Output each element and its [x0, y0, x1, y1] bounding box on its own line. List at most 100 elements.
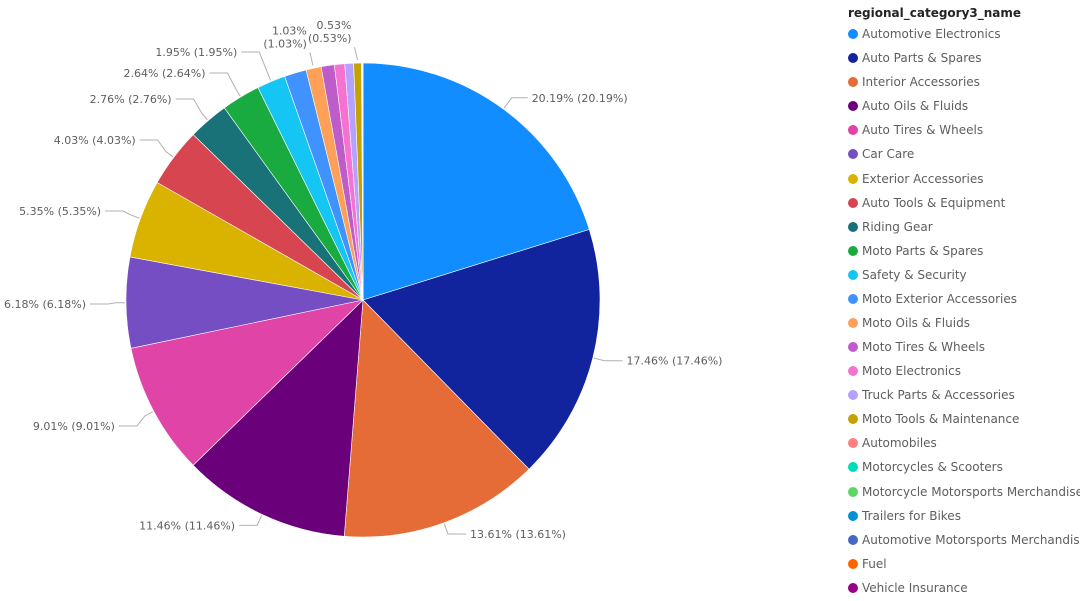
- leader-line-moto-tools-and-maintenance: [354, 46, 358, 61]
- legend-label: Car Care: [862, 147, 915, 162]
- legend-marker-icon: [848, 269, 858, 280]
- legend-marker-icon: [848, 366, 858, 377]
- legend-item-auto-tools-and-equipment[interactable]: Auto Tools & Equipment: [848, 191, 1080, 215]
- data-label-auto-tires-and-wheels: 9.01% (9.01%): [33, 420, 115, 433]
- legend-label: Auto Parts & Spares: [862, 51, 982, 66]
- legend-item-auto-parts-and-spares[interactable]: Auto Parts & Spares: [848, 46, 1080, 70]
- legend-marker-icon: [848, 149, 858, 160]
- legend-label: Motorcycles & Scooters: [862, 460, 1003, 475]
- legend-item-riding-gear[interactable]: Riding Gear: [848, 215, 1080, 239]
- legend-marker-icon: [848, 173, 858, 184]
- legend-item-motorcycle-motorsports-merchandise[interactable]: Motorcycle Motorsports Merchandise: [848, 479, 1080, 503]
- legend-label: Auto Tools & Equipment: [862, 195, 1006, 210]
- legend-item-moto-parts-and-spares[interactable]: Moto Parts & Spares: [848, 239, 1080, 263]
- leader-line-auto-oils-and-fluids: [239, 515, 263, 526]
- leader-line-auto-tools-and-equipment: [139, 139, 174, 158]
- legend-item-moto-electronics[interactable]: Moto Electronics: [848, 359, 1080, 383]
- legend-label: Safety & Security: [862, 267, 967, 282]
- legend-item-trailers-for-bikes[interactable]: Trailers for Bikes: [848, 504, 1080, 528]
- legend-marker-icon: [848, 197, 858, 208]
- legend-label: Trailers for Bikes: [862, 508, 961, 523]
- legend-label: Moto Electronics: [862, 364, 961, 379]
- slice-automotive-electronics[interactable]: [362, 62, 590, 301]
- data-label-auto-tools-and-equipment: 4.03% (4.03%): [54, 134, 136, 147]
- legend-marker-icon: [848, 221, 858, 232]
- legend-marker-icon: [848, 486, 858, 497]
- legend-label: Auto Oils & Fluids: [862, 99, 969, 114]
- legend-item-automotive-electronics[interactable]: Automotive Electronics: [848, 22, 1080, 46]
- legend-label: Moto Exterior Accessories: [862, 291, 1018, 306]
- leader-line-car-care: [90, 302, 126, 305]
- leader-line-interior-accessories: [443, 523, 466, 535]
- legend-item-automotive-motorsports-merchandise[interactable]: Automotive Motorsports Merchandise: [848, 528, 1080, 552]
- data-label-auto-oils-and-fluids: 11.46% (11.46%): [139, 519, 235, 532]
- legend-label: Riding Gear: [862, 219, 933, 234]
- legend-item-auto-tires-and-wheels[interactable]: Auto Tires & Wheels: [848, 118, 1080, 142]
- legend-marker-icon: [848, 414, 858, 425]
- data-label-interior-accessories: 13.61% (13.61%): [470, 528, 566, 541]
- legend-marker-icon: [848, 245, 858, 256]
- legend-label: Vehicle Insurance: [862, 580, 968, 595]
- legend-items: Automotive Electronics Auto Parts & Spare…: [848, 22, 1080, 600]
- legend-item-safety-and-security[interactable]: Safety & Security: [848, 263, 1080, 287]
- legend-label: Exterior Accessories: [862, 171, 984, 186]
- slice-interior-accessories[interactable]: [343, 299, 530, 538]
- leader-line-riding-gear: [175, 98, 208, 121]
- legend-item-moto-tires-and-wheels[interactable]: Moto Tires & Wheels: [848, 335, 1080, 359]
- legend-label: Automotive Electronics: [862, 27, 1001, 42]
- legend-marker-icon: [848, 101, 858, 112]
- legend-label: Automobiles: [862, 436, 937, 451]
- leader-line-auto-parts-and-spares: [593, 357, 623, 362]
- legend-label: Auto Tires & Wheels: [862, 123, 984, 138]
- leader-line-exterior-accessories: [105, 210, 140, 219]
- legend-label: Fuel: [862, 556, 887, 571]
- data-label-moto-oils-and-fluids: 1.03% (1.03%): [263, 24, 307, 50]
- legend-marker-icon: [848, 390, 858, 401]
- legend-item-truck-parts-and-accessories[interactable]: Truck Parts & Accessories: [848, 383, 1080, 407]
- legend-marker-icon: [848, 510, 858, 521]
- data-label-automotive-electronics: 20.19% (20.19%): [532, 92, 628, 105]
- legend-marker-icon: [848, 558, 858, 569]
- data-label-car-care: 6.18% (6.18%): [4, 298, 86, 311]
- slice-auto-parts-and-spares[interactable]: [362, 229, 601, 470]
- legend-marker-icon: [848, 582, 858, 593]
- data-label-moto-parts-and-spares: 2.64% (2.64%): [124, 67, 206, 80]
- pie-chart: 20.19% (20.19%) 17.46% (17.46%) 13.61% (13…: [4, 19, 723, 541]
- legend-label: Interior Accessories: [862, 75, 980, 90]
- legend-marker-icon: [848, 342, 858, 353]
- legend-item-moto-exterior-accessories[interactable]: Moto Exterior Accessories: [848, 287, 1080, 311]
- legend-item-motorcycles-and-scooters[interactable]: Motorcycles & Scooters: [848, 455, 1080, 479]
- data-label-moto-tools-and-maintenance: 0.53% (0.53%): [308, 19, 352, 45]
- legend-label: Automotive Motorsports Merchandise: [862, 532, 1080, 547]
- legend-label: Moto Parts & Spares: [862, 243, 984, 258]
- leader-line-safety-and-security: [241, 51, 272, 81]
- legend-item-automobiles[interactable]: Automobiles: [848, 431, 1080, 455]
- legend-marker-icon: [848, 534, 858, 545]
- legend-item-auto-oils-and-fluids[interactable]: Auto Oils & Fluids: [848, 94, 1080, 118]
- legend-item-car-care[interactable]: Car Care: [848, 142, 1080, 166]
- pie-chart-svg: 20.19% (20.19%) 17.46% (17.46%) 13.61% (13…: [4, 19, 723, 541]
- slice-auto-oils-and-fluids[interactable]: [192, 299, 364, 537]
- legend-item-moto-oils-and-fluids[interactable]: Moto Oils & Fluids: [848, 311, 1080, 335]
- data-label-exterior-accessories: 5.35% (5.35%): [19, 205, 101, 218]
- legend-marker-icon: [848, 317, 858, 328]
- legend-marker-icon: [848, 53, 858, 64]
- slice-auto-tires-and-wheels[interactable]: [130, 299, 364, 466]
- legend-item-moto-tools-and-maintenance[interactable]: Moto Tools & Maintenance: [848, 407, 1080, 431]
- legend-marker-icon: [848, 438, 858, 449]
- legend-item-fuel[interactable]: Fuel: [848, 552, 1080, 576]
- legend-marker-icon: [848, 29, 858, 40]
- legend-title: regional_category3_name: [848, 6, 1022, 20]
- legend-item-interior-accessories[interactable]: Interior Accessories: [848, 70, 1080, 94]
- legend-label: Moto Tires & Wheels: [862, 340, 985, 355]
- legend-label: Moto Oils & Fluids: [862, 315, 970, 330]
- legend-item-exterior-accessories[interactable]: Exterior Accessories: [848, 166, 1080, 190]
- legend-marker-icon: [848, 293, 858, 304]
- leader-line-automotive-electronics: [503, 97, 528, 109]
- data-label-auto-parts-and-spares: 17.46% (17.46%): [627, 355, 723, 368]
- legend-label: Moto Tools & Maintenance: [862, 412, 1020, 427]
- legend-marker-icon: [848, 462, 858, 473]
- legend-item-vehicle-insurance[interactable]: Vehicle Insurance: [848, 576, 1080, 600]
- legend-label: Motorcycle Motorsports Merchandise: [862, 484, 1080, 499]
- leader-line-moto-parts-and-spares: [209, 72, 241, 97]
